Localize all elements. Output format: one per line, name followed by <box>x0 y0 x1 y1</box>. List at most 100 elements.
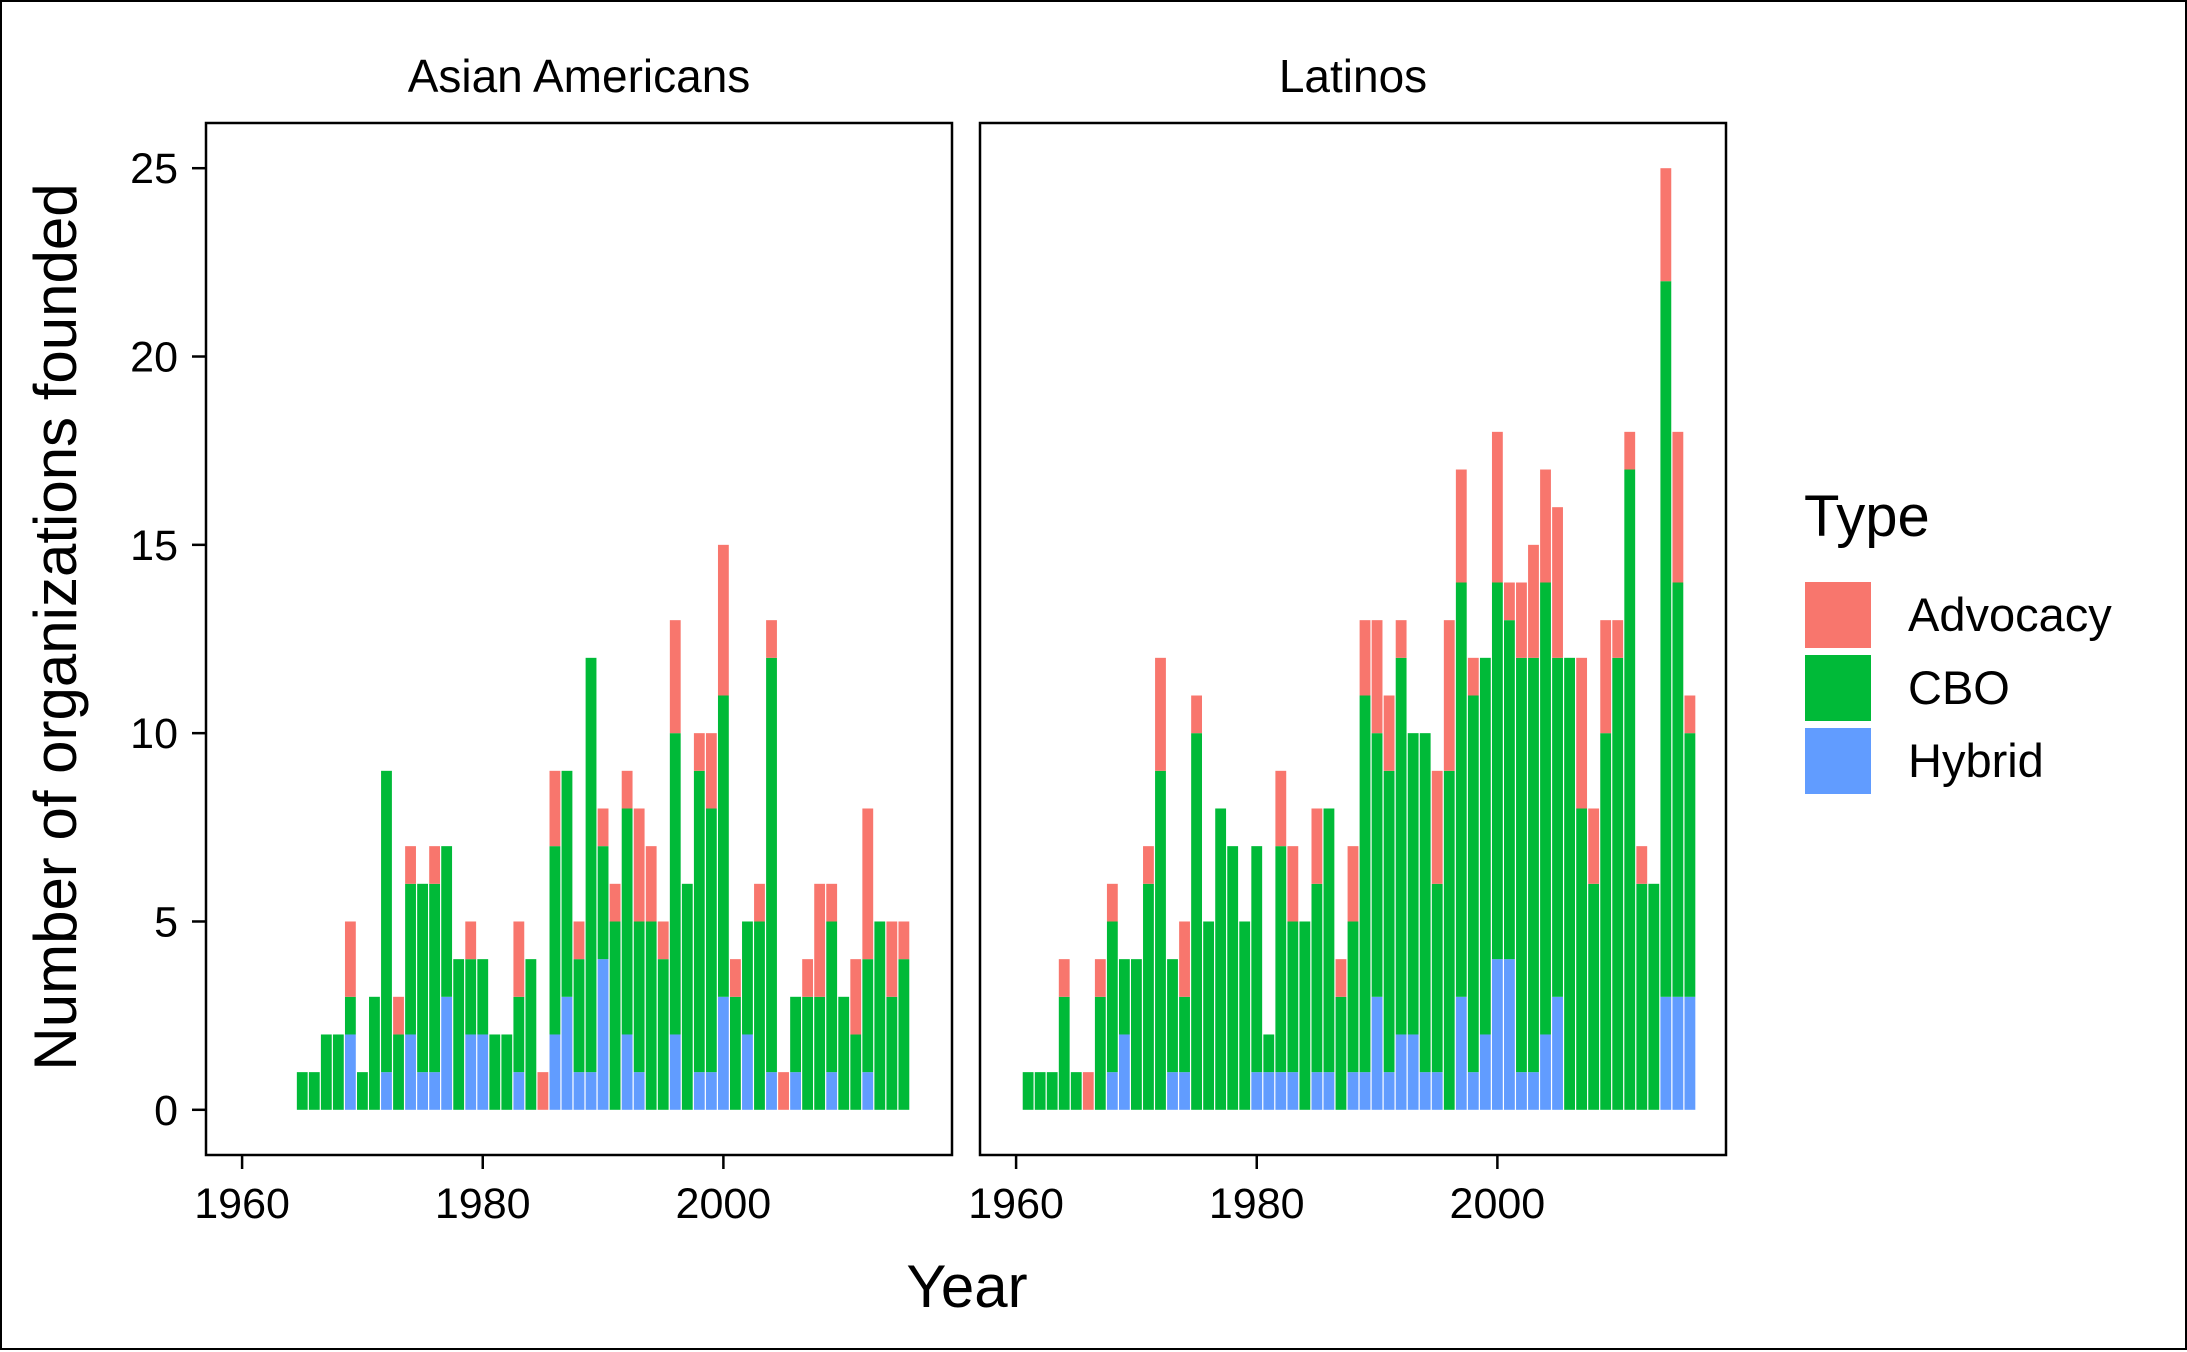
bar-asian-americans-1990-cbo <box>597 846 609 960</box>
bar-latinos-2006-cbo <box>1564 657 1575 1110</box>
bar-latinos-2000-advocacy <box>1491 431 1503 583</box>
bar-latinos-2003-cbo <box>1528 657 1539 1073</box>
bar-latinos-1971-advocacy <box>1143 846 1154 884</box>
x-tick-label-latinos-1980: 1980 <box>1209 1180 1305 1228</box>
bar-latinos-1964-cbo <box>1058 996 1070 1110</box>
y-tick-label-15: 15 <box>130 522 178 570</box>
bar-asian-americans-1996-advocacy <box>669 620 681 734</box>
bar-asian-americans-1972-cbo <box>381 770 392 1073</box>
bar-asian-americans-1995-advocacy <box>657 921 669 960</box>
bar-latinos-1990-hybrid <box>1371 996 1383 1110</box>
y-tick-label-0: 0 <box>154 1087 178 1135</box>
bar-latinos-1997-hybrid <box>1455 996 1467 1110</box>
bar-latinos-1966-advocacy <box>1082 1072 1094 1110</box>
bar-asian-americans-1986-cbo <box>549 846 561 1035</box>
bar-asian-americans-2007-advocacy <box>802 959 814 997</box>
bar-latinos-1997-cbo <box>1455 582 1467 997</box>
legend-key-cbo <box>1805 655 1871 721</box>
bar-asian-americans-1978-cbo <box>453 959 465 1110</box>
bar-asian-americans-1987-cbo <box>561 770 573 997</box>
bar-latinos-1995-cbo <box>1431 883 1443 1073</box>
bar-asian-americans-1980-hybrid <box>477 1034 489 1110</box>
bar-asian-americans-1969-cbo <box>344 996 356 1035</box>
bar-latinos-2015-advocacy <box>1672 431 1684 583</box>
bar-latinos-1998-advocacy <box>1467 657 1479 696</box>
bar-asian-americans-1973-cbo <box>393 1034 404 1110</box>
bar-asian-americans-1975-cbo <box>417 883 428 1073</box>
bar-latinos-2002-advocacy <box>1516 582 1527 658</box>
bar-asian-americans-1992-cbo <box>621 808 633 1035</box>
bar-asian-americans-1984-cbo <box>525 959 537 1110</box>
panel-frame-latinos <box>978 121 1728 1157</box>
bar-asian-americans-2015-cbo <box>898 959 910 1110</box>
bar-latinos-1996-advocacy <box>1443 620 1455 771</box>
bar-asian-americans-1993-hybrid <box>633 1072 645 1110</box>
bar-asian-americans-1998-cbo <box>693 770 705 1073</box>
bar-latinos-1962-cbo <box>1034 1072 1046 1110</box>
bar-latinos-2011-cbo <box>1624 469 1636 1110</box>
bar-latinos-1985-hybrid <box>1311 1072 1323 1110</box>
bar-latinos-1994-hybrid <box>1419 1072 1431 1110</box>
bar-asian-americans-2008-cbo <box>814 996 826 1110</box>
bar-asian-americans-2000-cbo <box>717 695 729 997</box>
bar-latinos-1989-advocacy <box>1359 620 1371 696</box>
legend-key-advocacy <box>1805 582 1871 648</box>
bar-latinos-1992-advocacy <box>1395 620 1407 658</box>
bar-latinos-1995-hybrid <box>1431 1072 1443 1110</box>
bar-asian-americans-1991-advocacy <box>609 883 621 922</box>
bar-latinos-1998-cbo <box>1467 695 1479 1073</box>
bar-asian-americans-1983-advocacy <box>513 921 525 997</box>
bar-latinos-1997-advocacy <box>1455 469 1467 583</box>
x-axis-title: Year <box>906 1253 1027 1320</box>
bar-latinos-2014-cbo <box>1660 281 1672 997</box>
bar-latinos-1978-cbo <box>1227 846 1239 1110</box>
bar-asian-americans-1990-advocacy <box>597 808 609 847</box>
y-tick-label-20: 20 <box>130 334 178 382</box>
bar-latinos-2009-advocacy <box>1600 620 1612 734</box>
bar-latinos-1963-cbo <box>1046 1072 1058 1110</box>
bar-latinos-1974-advocacy <box>1179 921 1190 997</box>
bar-latinos-1967-advocacy <box>1094 959 1106 997</box>
x-axis-asian-americans: 1960 1980 2000 <box>194 1155 771 1228</box>
bar-latinos-2015-hybrid <box>1672 996 1684 1110</box>
bar-latinos-2009-cbo <box>1600 733 1612 1110</box>
bar-latinos-1989-cbo <box>1359 695 1371 1073</box>
bar-asian-americans-2005-advocacy <box>778 1072 789 1110</box>
bar-latinos-2008-cbo <box>1588 883 1600 1110</box>
bar-latinos-1981-hybrid <box>1263 1072 1275 1110</box>
bar-asian-americans-1993-cbo <box>633 921 645 1073</box>
bar-asian-americans-1979-advocacy <box>465 921 477 960</box>
bar-asian-americans-1979-hybrid <box>465 1034 477 1110</box>
panel-asian-americans: Asian Americans 1960 1980 2000 <box>194 50 954 1228</box>
bar-asian-americans-1981-cbo <box>489 1034 501 1110</box>
bar-latinos-2014-hybrid <box>1660 996 1672 1110</box>
bar-latinos-2003-advocacy <box>1528 544 1539 658</box>
bar-latinos-1981-cbo <box>1263 1034 1275 1073</box>
bar-asian-americans-1976-hybrid <box>429 1072 441 1110</box>
bar-latinos-2014-advocacy <box>1660 168 1672 282</box>
bar-asian-americans-2011-cbo <box>850 1034 862 1110</box>
bar-asian-americans-1994-advocacy <box>645 846 657 922</box>
legend-label-cbo: CBO <box>1908 661 2010 714</box>
bar-latinos-1971-cbo <box>1143 883 1154 1110</box>
bar-latinos-1980-hybrid <box>1251 1072 1263 1110</box>
bar-latinos-1996-cbo <box>1443 770 1455 1110</box>
bar-latinos-2015-cbo <box>1672 582 1684 997</box>
bar-latinos-1974-cbo <box>1179 996 1190 1073</box>
bar-asian-americans-2009-hybrid <box>826 1072 838 1110</box>
bar-asian-americans-1973-advocacy <box>393 996 404 1035</box>
bar-latinos-1976-cbo <box>1203 921 1215 1110</box>
bar-latinos-1972-cbo <box>1155 770 1166 1110</box>
bar-latinos-1995-advocacy <box>1431 770 1443 884</box>
bar-asian-americans-1999-advocacy <box>705 733 717 809</box>
bar-asian-americans-2010-cbo <box>838 996 850 1110</box>
bar-latinos-1993-hybrid <box>1407 1034 1419 1110</box>
bar-asian-americans-1974-cbo <box>405 883 416 1035</box>
bar-latinos-1973-cbo <box>1167 959 1178 1073</box>
bar-asian-americans-1974-advocacy <box>405 846 416 884</box>
bar-asian-americans-1988-hybrid <box>573 1072 585 1110</box>
bar-asian-americans-2014-advocacy <box>886 921 898 997</box>
bar-asian-americans-1985-advocacy <box>537 1072 549 1110</box>
bar-latinos-1977-cbo <box>1215 808 1227 1110</box>
